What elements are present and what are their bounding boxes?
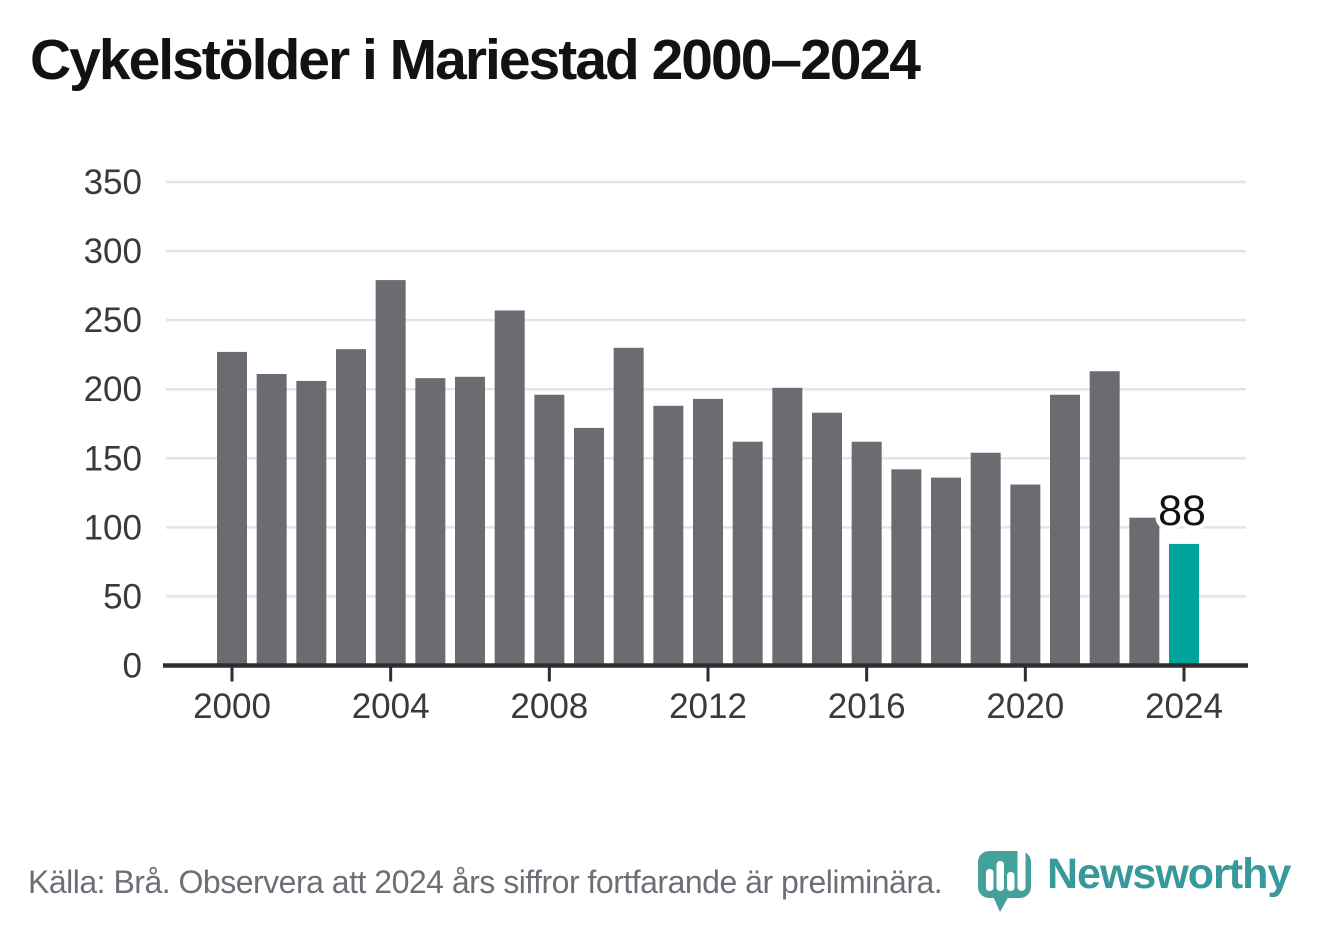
x-tick-label-2020: 2020 (986, 687, 1064, 726)
source-note: Källa: Brå. Observera att 2024 års siffr… (28, 864, 943, 900)
bar-2015 (812, 412, 843, 666)
chart-area: 0 50 100 150 200 250 300 350 2000 2004 2008 2012 201… (0, 150, 1322, 770)
bar-2019 (970, 452, 1001, 666)
bar-2021 (1050, 394, 1081, 666)
y-tick-label-350: 350 (84, 163, 142, 202)
x-tick-label-2016: 2016 (828, 687, 906, 726)
y-tick-label-50: 50 (103, 577, 142, 616)
newsworthy-logo: Newsworthy (975, 842, 1305, 922)
newsworthy-wordmark: Newsworthy (1047, 850, 1291, 898)
x-tick-label-2000: 2000 (193, 687, 271, 726)
bar-2020 (1010, 484, 1041, 666)
bar-2011 (653, 405, 684, 666)
bar-2023 (1129, 517, 1160, 666)
bar-2012 (693, 398, 724, 666)
y-tick-label-100: 100 (84, 508, 142, 547)
bar-2010 (613, 347, 644, 666)
bar-2005 (415, 378, 446, 666)
x-tick-label-2008: 2008 (510, 687, 588, 726)
bar-2003 (336, 349, 367, 666)
bar-2006 (455, 376, 486, 666)
bar-2002 (296, 380, 327, 666)
bar-2001 (256, 374, 287, 666)
bar-2022 (1089, 371, 1120, 666)
x-tick-label-2012: 2012 (669, 687, 747, 726)
y-tick-label-250: 250 (84, 301, 142, 340)
y-tick-label-300: 300 (84, 232, 142, 271)
value-label-2024: 88 (1158, 487, 1206, 535)
bar-2024 (1169, 543, 1200, 666)
bar-2004 (375, 280, 406, 666)
bar-chart: 0 50 100 150 200 250 300 350 2000 2004 2008 2012 201… (84, 163, 1248, 726)
x-tick-label-2024: 2024 (1145, 687, 1223, 726)
bar-2017 (891, 469, 922, 666)
y-tick-label-0: 0 (123, 647, 142, 686)
bar-2016 (851, 441, 882, 666)
y-tick-label-150: 150 (84, 439, 142, 478)
bar-2009 (574, 427, 605, 666)
newsworthy-logo-icon (978, 846, 1031, 912)
bar-2007 (494, 310, 525, 666)
bar-2013 (732, 441, 763, 666)
page-title: Cykelstölder i Mariestad 2000–2024 (30, 28, 921, 92)
bar-2018 (931, 477, 962, 666)
bar-2008 (534, 394, 565, 666)
bar-2000 (217, 351, 247, 666)
x-tick-label-2004: 2004 (352, 687, 430, 726)
y-tick-label-200: 200 (84, 370, 142, 409)
bar-2014 (772, 387, 803, 666)
